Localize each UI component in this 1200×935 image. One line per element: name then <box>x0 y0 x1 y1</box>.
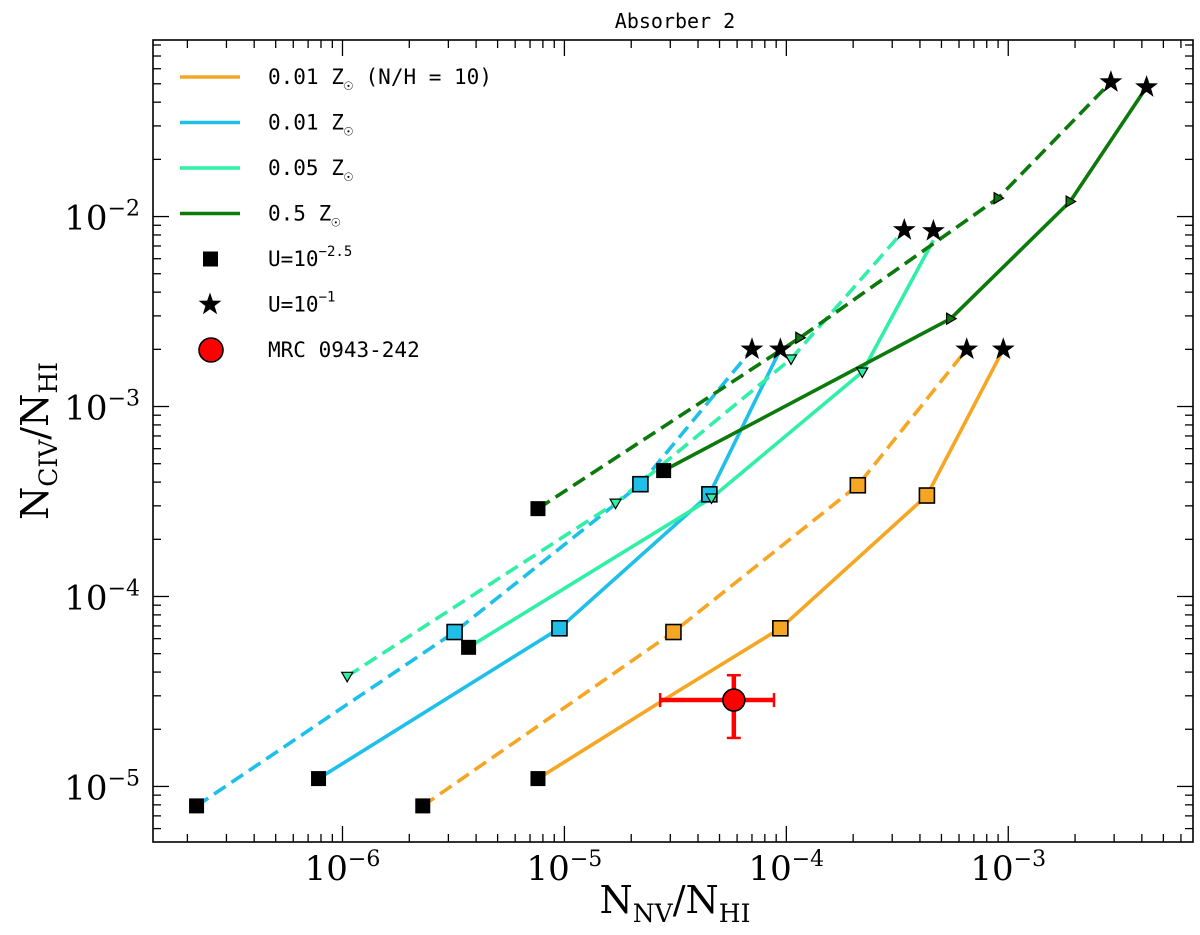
end-marker-star <box>769 337 792 359</box>
end-marker-star <box>991 337 1015 359</box>
start-marker <box>530 771 546 787</box>
square-marker <box>446 623 463 641</box>
series-line-2 <box>421 348 969 808</box>
legend-swatch-square <box>203 251 218 267</box>
legend-entry: 0.5 Z☉ <box>180 202 340 231</box>
x-tick-label: 10−3 <box>970 847 1046 889</box>
y-label-sub1: CIV <box>34 439 63 487</box>
square-marker <box>632 475 649 493</box>
legend-label: 0.5 Z☉ <box>268 202 340 231</box>
x-tick-label: 10−6 <box>305 847 381 889</box>
legend-entry: 0.01 Z☉ (N/H = 10) <box>180 65 492 94</box>
end-marker-star <box>955 337 979 359</box>
legend-label: U=10−2.5 <box>268 244 352 271</box>
legend-label: 0.01 Z☉ <box>268 111 353 140</box>
legend-entry: MRC 0943-242 <box>198 337 420 363</box>
y-tick-label: 10−5 <box>64 766 140 808</box>
x-label-sub1: NV <box>633 899 674 928</box>
legend-label: MRC 0943-242 <box>268 338 420 362</box>
series-line-4 <box>195 348 754 808</box>
start-marker <box>656 463 672 479</box>
observation-point <box>658 673 776 740</box>
start-marker <box>530 501 546 517</box>
start-marker <box>311 771 327 787</box>
series-markers <box>189 70 1158 814</box>
square-marker <box>918 487 936 504</box>
legend-label: 0.05 Z☉ <box>268 156 353 185</box>
x-tick-label: 10−4 <box>748 847 824 889</box>
y-label-main: N <box>13 487 57 520</box>
end-marker-star <box>1135 75 1158 97</box>
x-label-main: N <box>600 878 633 922</box>
tick-labels: 10−6 10−5 10−4 10−3 10−5 10−4 10−3 10−2 <box>64 197 1046 889</box>
triangle-marker <box>340 671 354 684</box>
triangle-marker <box>784 354 798 366</box>
triangle-marker <box>946 312 958 326</box>
triangle-marker <box>609 498 623 510</box>
square-marker <box>849 476 867 494</box>
end-marker-star <box>922 218 945 241</box>
end-marker-star <box>740 337 764 359</box>
x-label-sub2: HI <box>719 899 751 928</box>
observation-marker <box>722 688 746 712</box>
plot-frame <box>152 39 1194 843</box>
legend: 0.01 Z☉ (N/H = 10) 0.01 Z☉ 0.05 Z☉ 0.5 Z☉ U=… <box>180 65 492 363</box>
axis-ticks <box>153 40 1193 842</box>
end-marker-star <box>1099 70 1123 92</box>
end-marker-star <box>892 218 916 240</box>
legend-entry: 0.05 Z☉ <box>180 156 353 185</box>
legend-entry: U=10−1 <box>198 290 335 317</box>
legend-swatch-star <box>198 292 222 315</box>
chart-title: Absorber 2 <box>615 9 735 33</box>
y-label-mid: /N <box>13 394 57 440</box>
legend-entry: 0.01 Z☉ <box>180 111 353 140</box>
x-axis-label: NNV/NHI <box>600 878 751 928</box>
series-lines <box>195 80 1149 808</box>
legend-label: 0.01 Z☉ (N/H = 10) <box>268 65 492 94</box>
square-marker <box>551 620 568 637</box>
square-marker <box>665 623 682 641</box>
series-line-8 <box>537 80 1113 511</box>
y-axis-label: NCIV/NHI <box>13 362 63 520</box>
series-line-6 <box>346 228 906 678</box>
triangle-marker <box>704 493 719 505</box>
start-marker <box>461 639 477 655</box>
series-line-3 <box>317 348 783 781</box>
square-marker <box>772 620 789 637</box>
triangle-marker <box>1065 194 1077 209</box>
triangle-marker <box>795 331 807 345</box>
x-tick-label: 10−5 <box>527 847 603 889</box>
series-line-5 <box>467 239 935 649</box>
start-marker <box>189 798 205 814</box>
y-label-sub2: HI <box>34 362 63 394</box>
legend-entry: U=10−2.5 <box>203 244 352 271</box>
start-marker <box>415 798 431 814</box>
y-tick-label: 10−4 <box>64 576 140 618</box>
y-tick-label: 10−3 <box>64 387 140 429</box>
legend-swatch-circle <box>198 337 224 363</box>
x-label-mid: /N <box>673 878 719 922</box>
triangle-marker <box>855 367 869 379</box>
series-line-7 <box>662 86 1149 473</box>
legend-label: U=10−1 <box>268 290 335 317</box>
y-tick-label: 10−2 <box>64 197 140 239</box>
triangle-marker <box>993 191 1005 205</box>
